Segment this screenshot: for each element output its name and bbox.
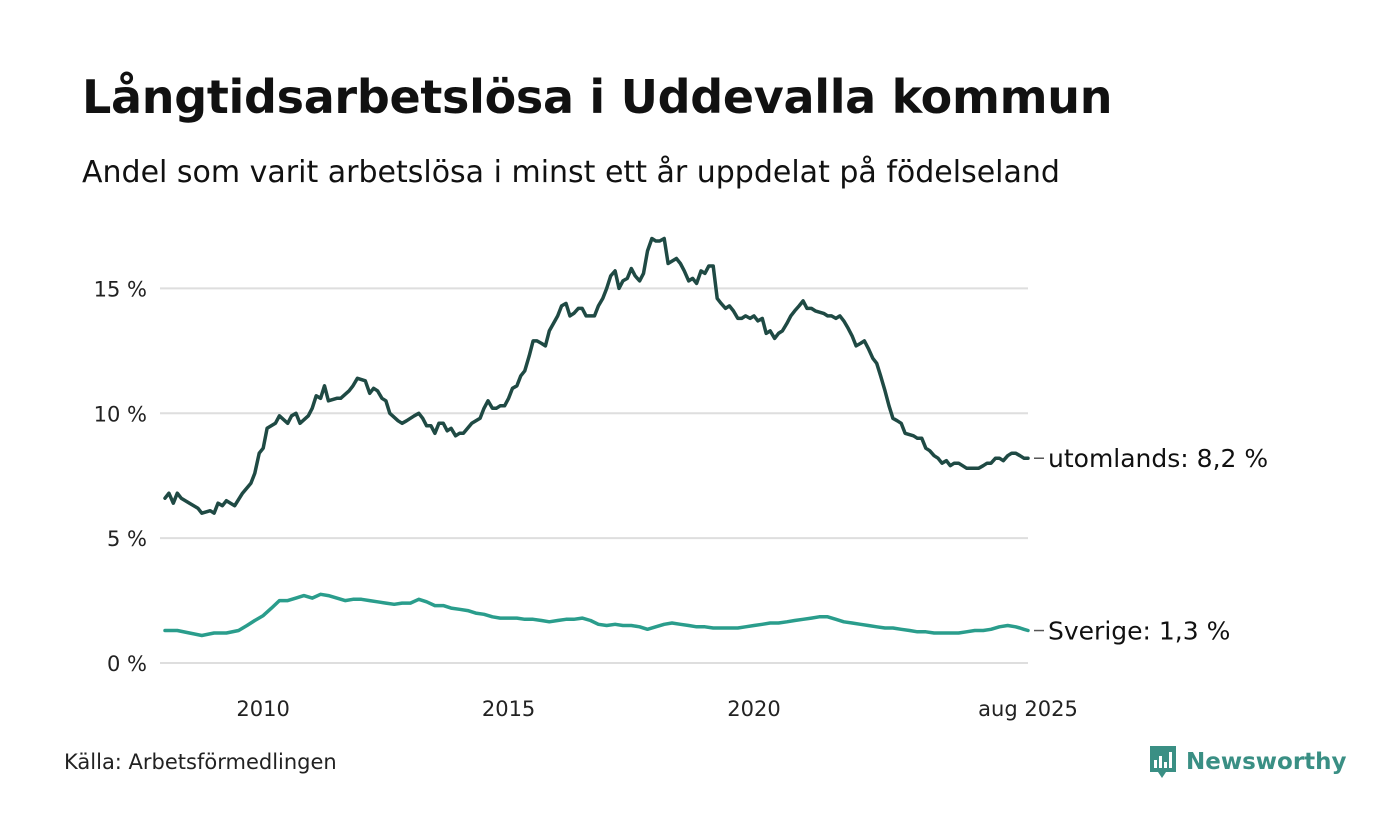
- brand-logo: Newsworthy: [1148, 744, 1347, 780]
- x-axis-ticks: 2010 2015 2020 aug 2025: [236, 697, 1077, 721]
- y-tick-label: 5 %: [107, 527, 147, 551]
- x-tick-label: 2010: [236, 697, 289, 721]
- y-tick-label: 15 %: [94, 277, 147, 301]
- newsworthy-logo-icon: [1150, 746, 1176, 778]
- x-tick-label: 2015: [482, 697, 535, 721]
- x-tick-label: 2020: [727, 697, 780, 721]
- chart-title: Långtidsarbetslösa i Uddevalla kommun: [82, 70, 1113, 124]
- end-labels: utomlands: 8,2 % Sverige: 1,3 %: [1034, 444, 1268, 646]
- source-note: Källa: Arbetsförmedlingen: [64, 750, 337, 774]
- y-axis-ticks: 0 % 5 % 10 % 15 %: [94, 277, 147, 676]
- y-tick-label: 10 %: [94, 402, 147, 426]
- chart-subtitle: Andel som varit arbetslösa i minst ett å…: [82, 155, 1060, 190]
- gridlines: [160, 287, 1028, 664]
- end-label-sverige: Sverige: 1,3 %: [1048, 617, 1230, 646]
- brand-name: Newsworthy: [1186, 749, 1347, 775]
- series-line-sverige: [163, 592, 1030, 638]
- series-line-utomlands: [163, 236, 1030, 515]
- x-tick-label: aug 2025: [978, 697, 1078, 721]
- y-tick-label: 0 %: [107, 652, 147, 676]
- series-lines: [163, 236, 1030, 638]
- end-label-utomlands: utomlands: 8,2 %: [1048, 444, 1268, 473]
